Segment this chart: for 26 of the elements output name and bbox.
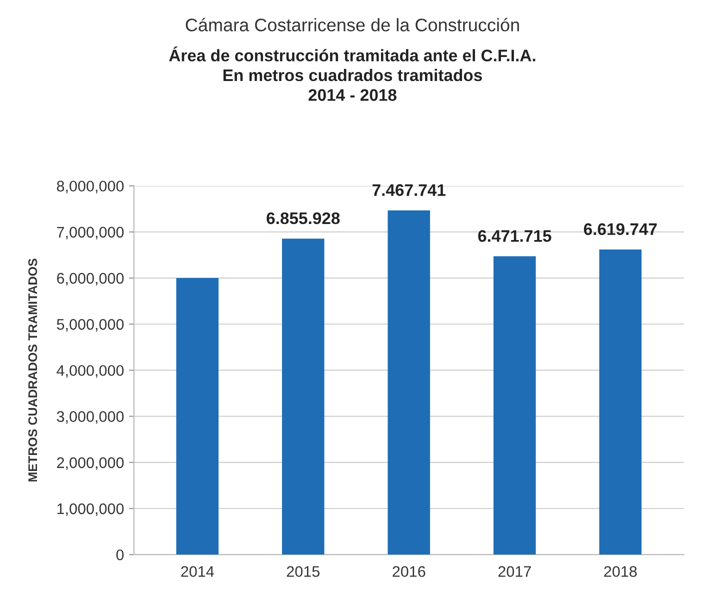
x-tick-label: 2017 [498, 566, 531, 577]
bar [176, 278, 219, 555]
x-tick-label: 2014 [181, 566, 214, 577]
y-axis-title: METROS CUADRADOS TRAMITADOS [28, 258, 38, 482]
bar [599, 249, 642, 555]
y-tick-label: 4,000,000 [56, 365, 124, 378]
x-tick-label: 2018 [604, 566, 637, 577]
y-tick-label: 0 [116, 549, 124, 560]
bar [388, 210, 430, 555]
x-tick-label: 2016 [392, 566, 426, 577]
data-label: 6.471.715 [478, 230, 552, 242]
data-label: 6.855.928 [266, 212, 340, 224]
bar [494, 256, 536, 555]
y-tick-label: 5,000,000 [56, 319, 124, 332]
y-tick-label: 1,000,000 [57, 503, 124, 516]
y-tick-label: 3,000,000 [56, 411, 124, 424]
y-tick-label: 6,000,000 [57, 272, 124, 286]
data-label: 6.619.747 [584, 223, 657, 236]
y-tick-label: 8,000,000 [56, 180, 124, 194]
y-tick-label: 2,000,000 [57, 457, 124, 470]
data-label: 7.467.741 [372, 184, 446, 196]
x-tick-label: 2015 [286, 566, 320, 577]
y-tick-label: 7,000,000 [57, 226, 124, 240]
bar [282, 238, 324, 555]
chart-title: Cámara Costarricense de la Construcción [186, 18, 519, 32]
chart-subtitle: Área de construcción tramitada ante el C.F.I.A. En metros cuadrados tramitados 2014 - 2018 [169, 46, 536, 101]
